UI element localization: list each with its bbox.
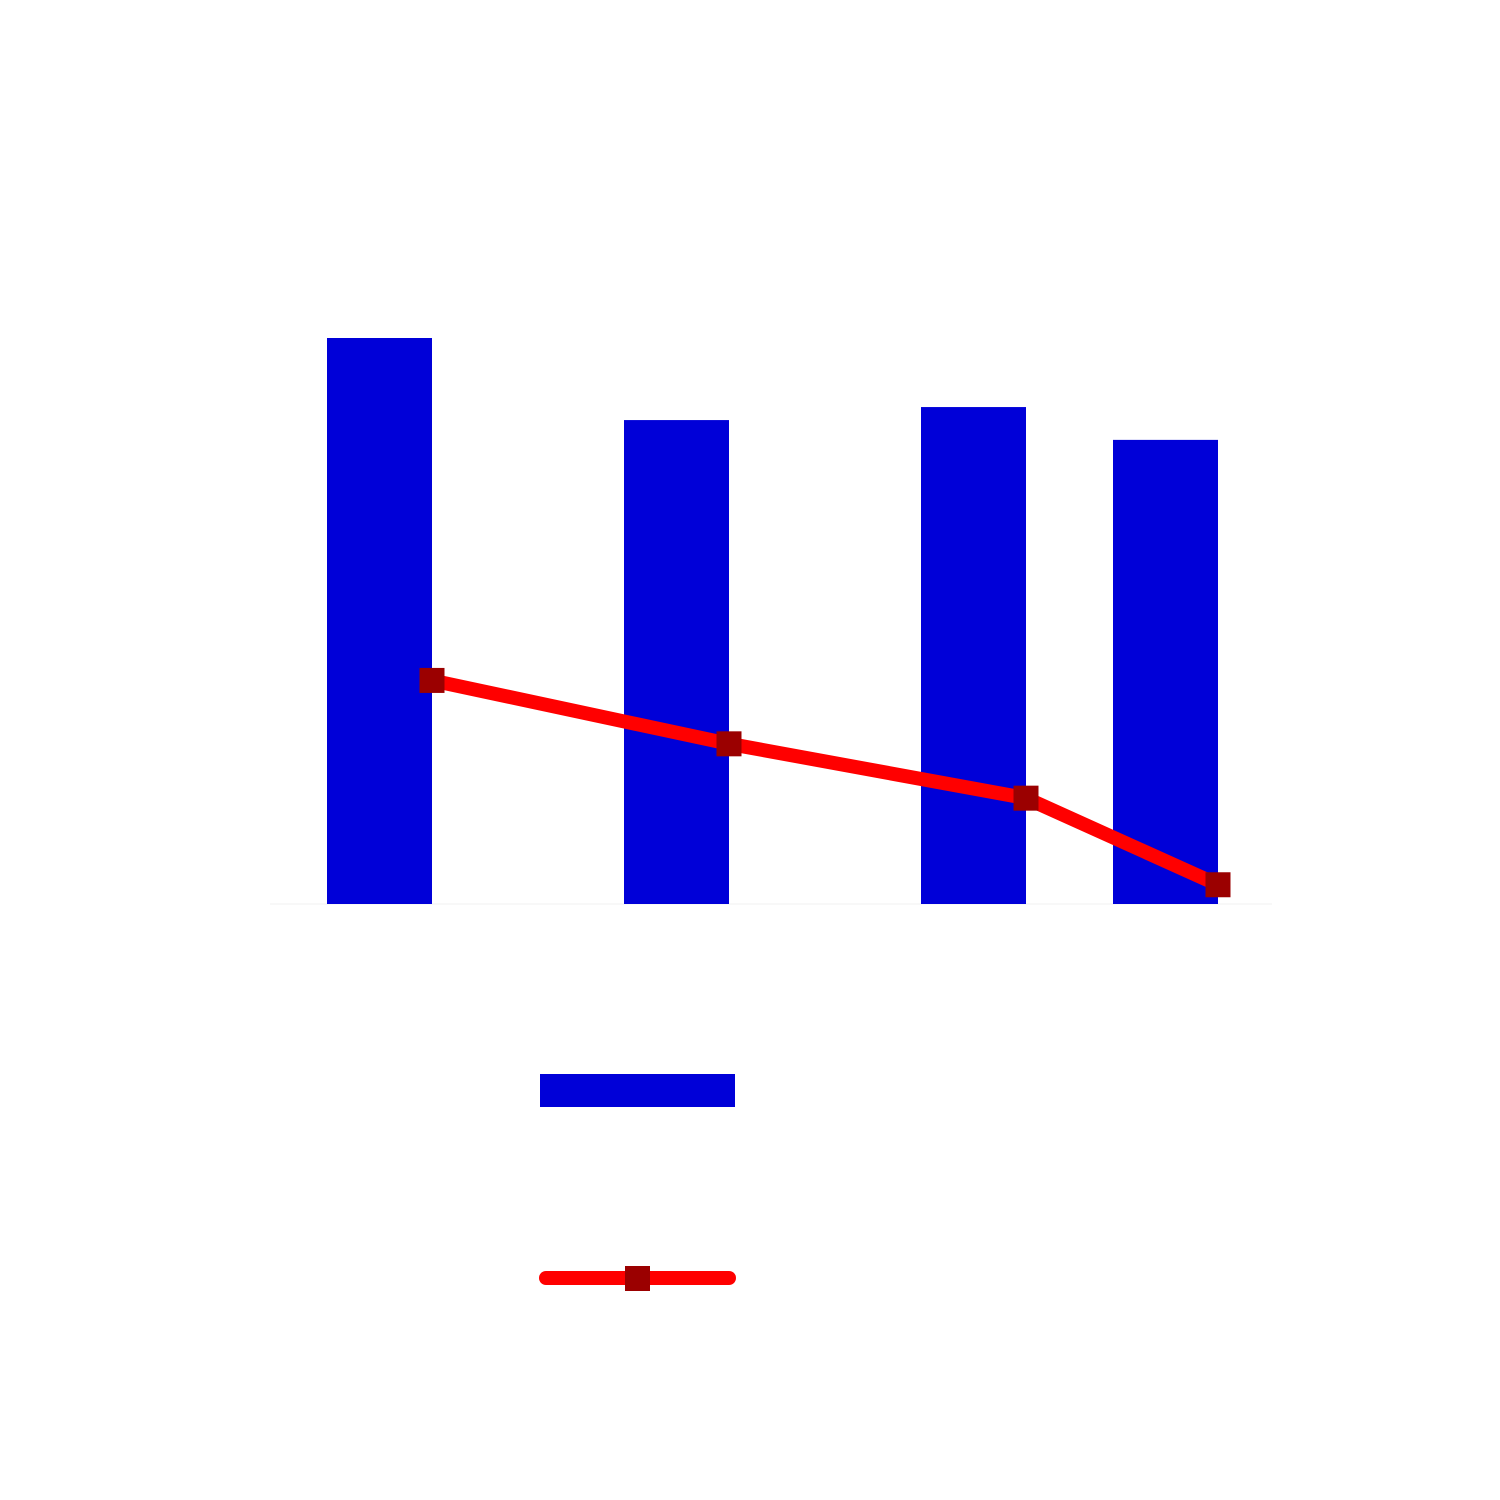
legend-line-marker [625,1266,650,1291]
line-point-4 [1205,872,1231,898]
bar-2 [624,420,729,904]
line-point-2 [716,731,742,757]
line-point-3 [1013,785,1039,811]
legend [539,1074,736,1291]
series-line [430,673,1221,892]
bar-1 [327,338,432,904]
bar-series [327,338,1218,904]
bar-3 [921,407,1026,904]
legend-bar-swatch [540,1074,735,1107]
bar-4 [1113,439,1218,904]
line-point-1 [419,667,445,693]
line-series [419,667,1231,898]
